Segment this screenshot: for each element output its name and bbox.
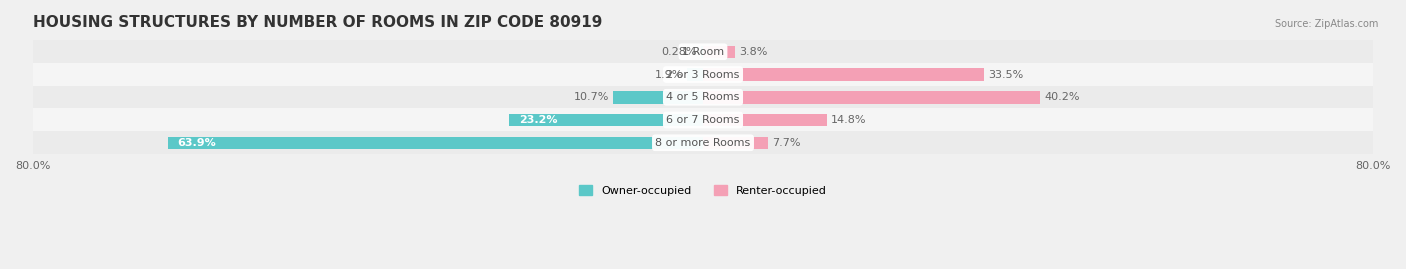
Bar: [703, 114, 827, 126]
Legend: Owner-occupied, Renter-occupied: Owner-occupied, Renter-occupied: [575, 181, 831, 201]
Bar: [703, 136, 768, 149]
Text: 3.8%: 3.8%: [740, 47, 768, 57]
Bar: [700, 45, 703, 58]
Bar: [32, 40, 1374, 63]
Bar: [32, 108, 1374, 132]
Text: Source: ZipAtlas.com: Source: ZipAtlas.com: [1274, 19, 1378, 29]
Text: 40.2%: 40.2%: [1045, 92, 1080, 102]
Bar: [509, 114, 703, 126]
Text: 4 or 5 Rooms: 4 or 5 Rooms: [666, 92, 740, 102]
Text: 0.28%: 0.28%: [661, 47, 696, 57]
Text: 8 or more Rooms: 8 or more Rooms: [655, 138, 751, 148]
Bar: [32, 131, 1374, 154]
Text: 7.7%: 7.7%: [772, 138, 800, 148]
Bar: [703, 91, 1040, 104]
Text: 1.9%: 1.9%: [655, 69, 683, 80]
Bar: [688, 68, 703, 81]
Text: 2 or 3 Rooms: 2 or 3 Rooms: [666, 69, 740, 80]
Text: 10.7%: 10.7%: [574, 92, 609, 102]
Text: 23.2%: 23.2%: [519, 115, 557, 125]
Bar: [32, 86, 1374, 109]
Text: 1 Room: 1 Room: [682, 47, 724, 57]
Text: 63.9%: 63.9%: [177, 138, 217, 148]
Text: HOUSING STRUCTURES BY NUMBER OF ROOMS IN ZIP CODE 80919: HOUSING STRUCTURES BY NUMBER OF ROOMS IN…: [32, 15, 602, 30]
Bar: [703, 68, 984, 81]
Bar: [703, 45, 735, 58]
Bar: [167, 136, 703, 149]
Bar: [613, 91, 703, 104]
Text: 33.5%: 33.5%: [988, 69, 1024, 80]
Text: 14.8%: 14.8%: [831, 115, 866, 125]
Text: 6 or 7 Rooms: 6 or 7 Rooms: [666, 115, 740, 125]
Bar: [32, 63, 1374, 86]
